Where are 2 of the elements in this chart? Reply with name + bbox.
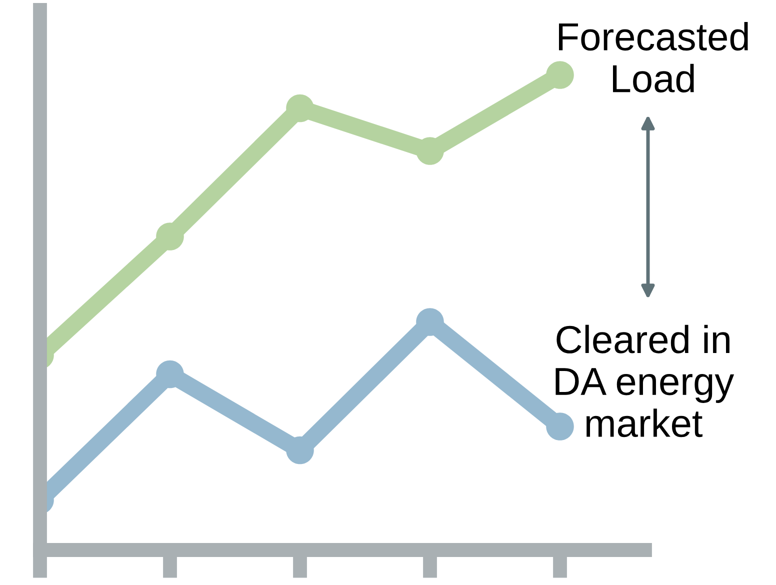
- series-label: Forecasted Load: [558, 22, 748, 92]
- series-label: Cleared in DA energy market: [556, 324, 734, 438]
